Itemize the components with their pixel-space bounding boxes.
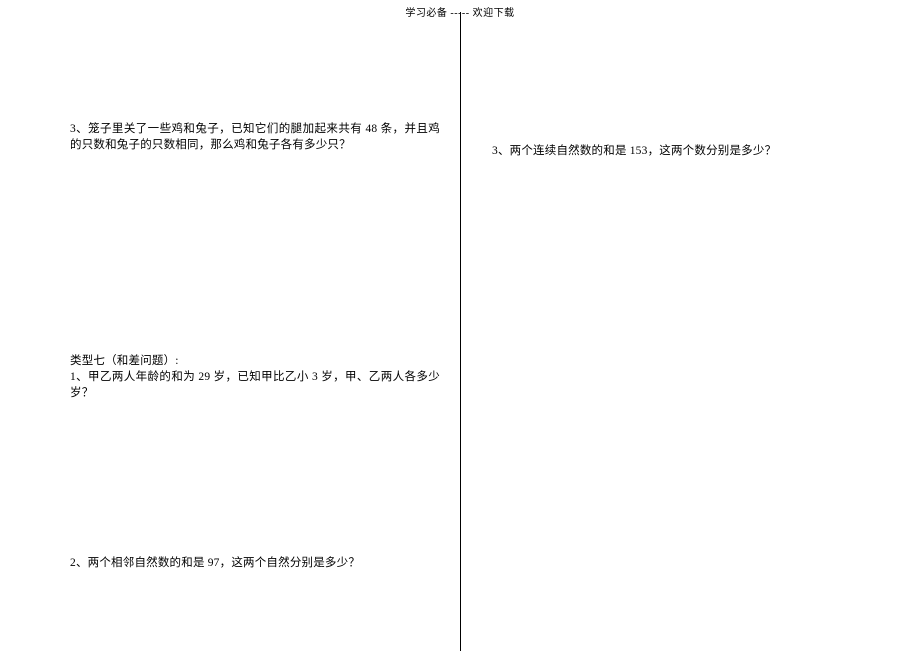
type7-question-2: 2、两个相邻自然数的和是 97，这两个自然分别是多少？ [70, 555, 440, 571]
vertical-divider [460, 12, 461, 651]
type7-question-1: 1、甲乙两人年龄的和为 29 岁，已知甲比乙小 3 岁，甲、乙两人各多少岁？ [70, 369, 440, 401]
right-question-3: 3、两个连续自然数的和是 153，这两个数分别是多少？ [492, 143, 862, 159]
left-question-3: 3、笼子里关了一些鸡和兔子，已知它们的腿加起来共有 48 条，并且鸡的只数和兔子… [70, 121, 440, 153]
type7-title: 类型七（和差问题）: [70, 353, 440, 369]
type7-block: 类型七（和差问题）: 1、甲乙两人年龄的和为 29 岁，已知甲比乙小 3 岁，甲… [70, 353, 440, 401]
